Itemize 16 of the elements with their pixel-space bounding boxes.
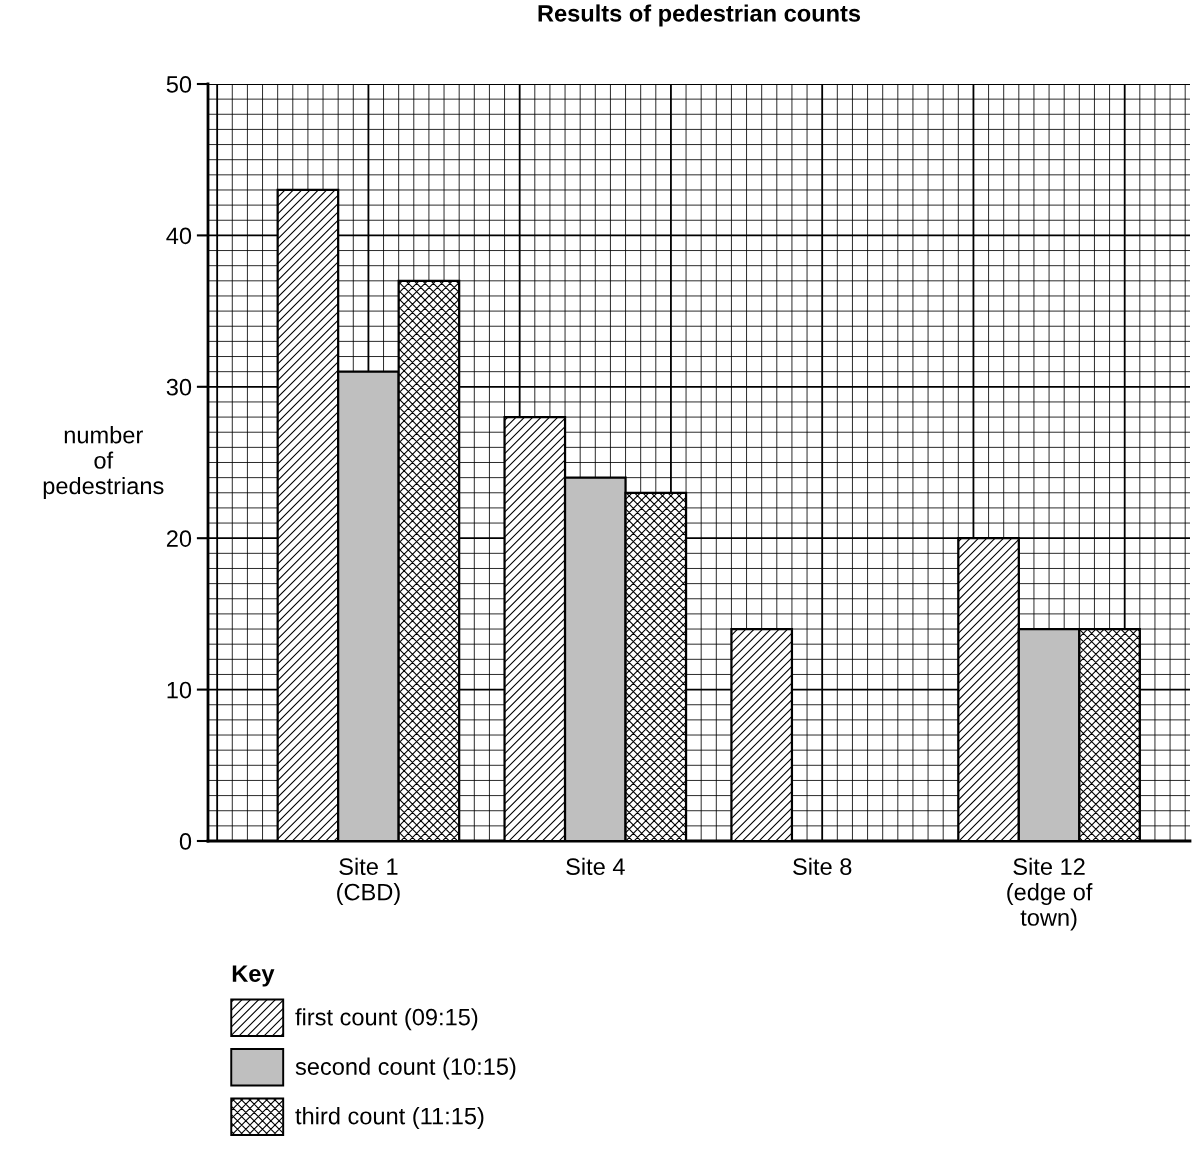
y-axis-title: number of pedestrians <box>43 426 164 499</box>
y-tick-label: 0 <box>179 833 192 850</box>
legend-label: first count (09:15) <box>295 1008 478 1031</box>
legend-title: Key <box>232 965 275 987</box>
y-tick-label: 20 <box>166 530 192 547</box>
x-tick-label: Site 1 (CBD) <box>337 857 400 906</box>
legend-label: second count (10:15) <box>295 1057 516 1080</box>
x-tick-label: Site 8 <box>793 857 852 876</box>
y-tick-label: 10 <box>167 681 192 699</box>
y-tick-label: 30 <box>166 378 192 396</box>
chart-title: Results of pedestrian counts <box>538 4 861 27</box>
x-tick-label: Site 4 <box>566 857 625 876</box>
x-tick-label: Site 12 (edge of town) <box>1007 857 1093 931</box>
y-tick-label: 40 <box>166 227 192 245</box>
legend-label: third count (11:15) <box>295 1107 484 1130</box>
y-tick-label: 50 <box>166 76 192 93</box>
